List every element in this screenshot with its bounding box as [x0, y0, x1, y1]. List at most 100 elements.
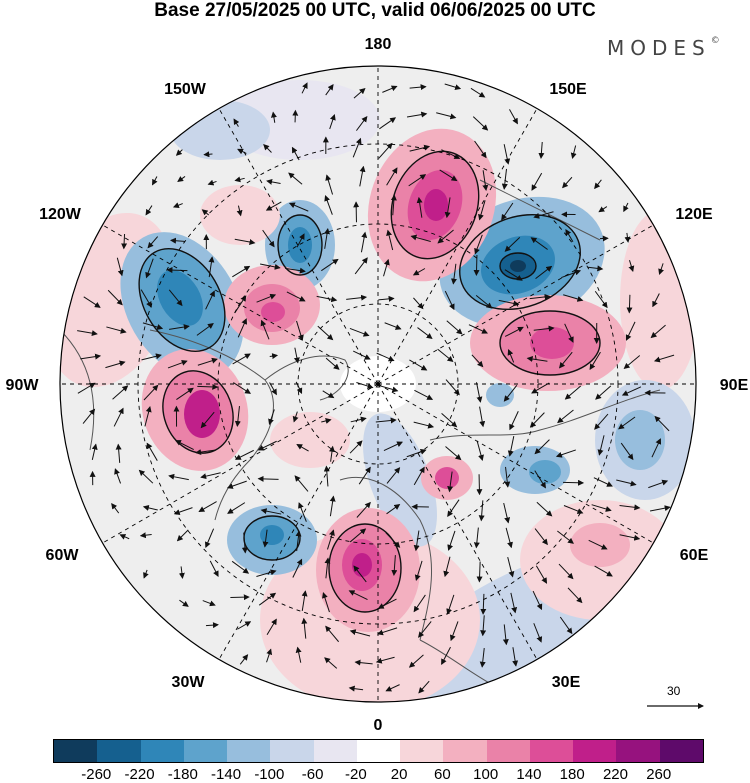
wind-arrow: [144, 406, 152, 427]
colorbar-cell: [573, 740, 617, 762]
wind-arrow: [447, 530, 456, 551]
colorbar-tick-label: 100: [473, 766, 499, 783]
wind-arrow: [209, 560, 219, 578]
wind-arrow: [356, 382, 374, 389]
wind-arrow: [620, 442, 634, 461]
wind-arrow: [409, 359, 428, 371]
wind-arrow: [557, 530, 574, 544]
wind-arrow: [325, 84, 334, 96]
wind-arrow: [623, 355, 641, 369]
wind-arrow: [478, 200, 486, 221]
lon-label-60e: 60E: [679, 547, 709, 564]
wind-arrow: [83, 296, 101, 308]
wind-arrow: [561, 269, 582, 279]
wind-arrow: [598, 206, 608, 213]
wind-arrow: [256, 569, 277, 578]
wind-arrow: [534, 528, 548, 546]
colorbar-tick-label: 20: [390, 766, 408, 783]
wind-arrow: [195, 449, 216, 456]
wind-arrow: [474, 140, 487, 159]
wind-arrow: [564, 385, 582, 400]
colorbar-tick-label: -180: [167, 766, 198, 783]
wind-arrow: [563, 479, 585, 486]
wind-arrow: [650, 324, 666, 339]
wind-arrow: [174, 440, 194, 450]
wind-arrow: [286, 291, 306, 302]
wind-arrow: [445, 446, 462, 461]
lon-label-120e: 120E: [675, 206, 713, 223]
wind-arrow: [91, 443, 98, 460]
wind-arrow: [202, 600, 216, 607]
wind-arrow: [653, 354, 675, 363]
wind-arrow: [322, 390, 335, 399]
wind-arrow: [270, 111, 277, 123]
wind-arrow: [384, 322, 402, 330]
wind-arrow: [474, 234, 483, 255]
wind-arrow: [472, 116, 489, 131]
wind-arrow: [172, 202, 183, 208]
wind-arrow: [256, 293, 277, 303]
wind-arrow: [293, 347, 300, 364]
wind-arrow: [536, 501, 553, 517]
wind-arrow: [504, 466, 511, 488]
wind-arrow: [178, 566, 185, 579]
wind-arrow: [437, 348, 454, 363]
wind-arrow: [152, 176, 158, 186]
wind-arrow: [498, 299, 520, 307]
lon-label-30e: 30E: [551, 674, 581, 691]
wind-arrow: [530, 237, 548, 250]
wind-arrow: [406, 111, 428, 118]
wind-arrow: [512, 647, 519, 667]
wind-arrow: [358, 466, 371, 485]
wind-arrow: [296, 320, 304, 342]
wind-arrow: [232, 353, 251, 365]
wind-arrow: [316, 295, 338, 303]
wind-arrow: [356, 115, 368, 131]
wind-arrow: [232, 265, 251, 278]
wind-arrow: [413, 421, 435, 429]
wind-arrow: [475, 295, 493, 309]
wind-arrow: [321, 418, 332, 424]
meridian-line: [377, 383, 538, 660]
wind-arrow: [197, 357, 218, 366]
wind-arrow: [350, 416, 367, 423]
colorbar-tick-label: 140: [516, 766, 542, 783]
colorbar-cell: [616, 740, 660, 762]
wind-arrow: [354, 257, 368, 275]
meridians: [60, 66, 696, 702]
wind-arrow: [479, 406, 486, 428]
wind-arrow: [204, 528, 215, 549]
wind-arrow: [386, 504, 401, 515]
wind-arrow: [266, 618, 277, 636]
wind-arrow: [325, 357, 340, 370]
wind-arrow: [114, 468, 122, 484]
meridian-line: [102, 383, 379, 544]
wind-arrow: [288, 202, 309, 212]
wind-arrow: [207, 179, 217, 186]
lon-label-60w: 60W: [45, 547, 79, 564]
meridian-line: [377, 108, 538, 385]
map-boundary: [59, 65, 697, 703]
wind-arrow: [555, 449, 576, 458]
wind-arrow: [138, 469, 154, 484]
wind-arrow: [507, 557, 515, 578]
wind-arrow: [176, 529, 189, 542]
wind-arrow: [236, 205, 243, 217]
wind-arrow: [77, 330, 98, 337]
wind-arrow: [378, 385, 399, 393]
wind-arrow: [329, 114, 336, 130]
wind-arrow: [143, 384, 159, 401]
wind-arrow: [594, 413, 609, 430]
wind-arrow: [479, 648, 486, 668]
wind-arrow: [301, 590, 308, 612]
wind-arrow: [410, 234, 431, 242]
wind-arrow: [234, 449, 254, 460]
wind-arrow: [625, 321, 636, 341]
colorbar-cell: [183, 740, 228, 762]
wind-arrow: [146, 442, 158, 461]
colorbar-cell: [270, 740, 314, 762]
wind-arrow: [505, 527, 513, 549]
wind-arrow: [535, 265, 553, 279]
wind-arrow: [408, 654, 424, 668]
